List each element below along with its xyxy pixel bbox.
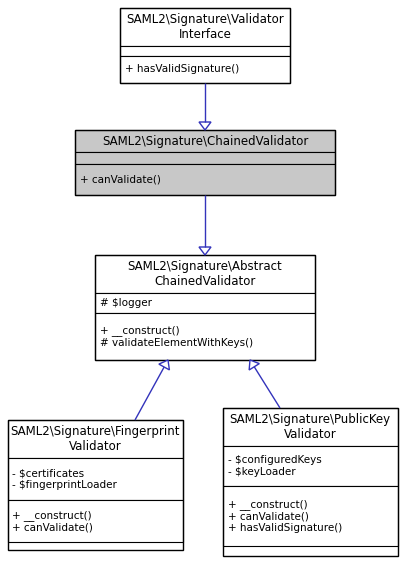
Bar xyxy=(222,408,397,556)
Bar xyxy=(120,56,290,83)
Bar xyxy=(75,164,335,195)
Text: SAML2\Signature\Validator
Interface: SAML2\Signature\Validator Interface xyxy=(126,13,284,41)
Text: - $certificates
- $fingerprintLoader: - $certificates - $fingerprintLoader xyxy=(12,468,118,490)
Text: + __construct()
# validateElementWithKeys(): + __construct() # validateElementWithKey… xyxy=(100,325,253,348)
Text: SAML2\Signature\PublicKey
Validator: SAML2\Signature\PublicKey Validator xyxy=(229,413,390,441)
Polygon shape xyxy=(249,360,259,370)
Text: + __construct()
+ canValidate(): + __construct() + canValidate() xyxy=(12,510,93,532)
Bar xyxy=(75,152,335,164)
Bar xyxy=(7,420,182,458)
Text: + __construct()
+ canValidate()
+ hasValidSignature(): + __construct() + canValidate() + hasVal… xyxy=(228,499,342,533)
Text: SAML2\Signature\Abstract
ChainedValidator: SAML2\Signature\Abstract ChainedValidato… xyxy=(128,260,282,288)
Text: SAML2\Signature\ChainedValidator: SAML2\Signature\ChainedValidator xyxy=(102,134,308,147)
Polygon shape xyxy=(159,360,169,370)
Bar xyxy=(7,500,182,542)
Bar xyxy=(95,255,315,293)
Bar xyxy=(120,8,290,83)
Polygon shape xyxy=(199,247,211,255)
Bar xyxy=(222,486,397,546)
Bar xyxy=(95,293,315,313)
Bar xyxy=(222,408,397,446)
Bar xyxy=(75,130,335,195)
Bar xyxy=(95,313,315,360)
Text: - $configuredKeys
- $keyLoader: - $configuredKeys - $keyLoader xyxy=(228,455,321,477)
Text: + canValidate(): + canValidate() xyxy=(80,175,161,184)
Bar xyxy=(95,255,315,360)
Bar xyxy=(7,458,182,500)
Bar xyxy=(75,130,335,152)
Bar xyxy=(120,46,290,56)
Text: # $logger: # $logger xyxy=(100,298,152,308)
Polygon shape xyxy=(199,122,211,130)
Bar xyxy=(7,420,182,550)
Bar xyxy=(120,8,290,46)
Bar xyxy=(222,446,397,486)
Text: SAML2\Signature\Fingerprint
Validator: SAML2\Signature\Fingerprint Validator xyxy=(10,425,180,453)
Text: + hasValidSignature(): + hasValidSignature() xyxy=(125,65,239,74)
